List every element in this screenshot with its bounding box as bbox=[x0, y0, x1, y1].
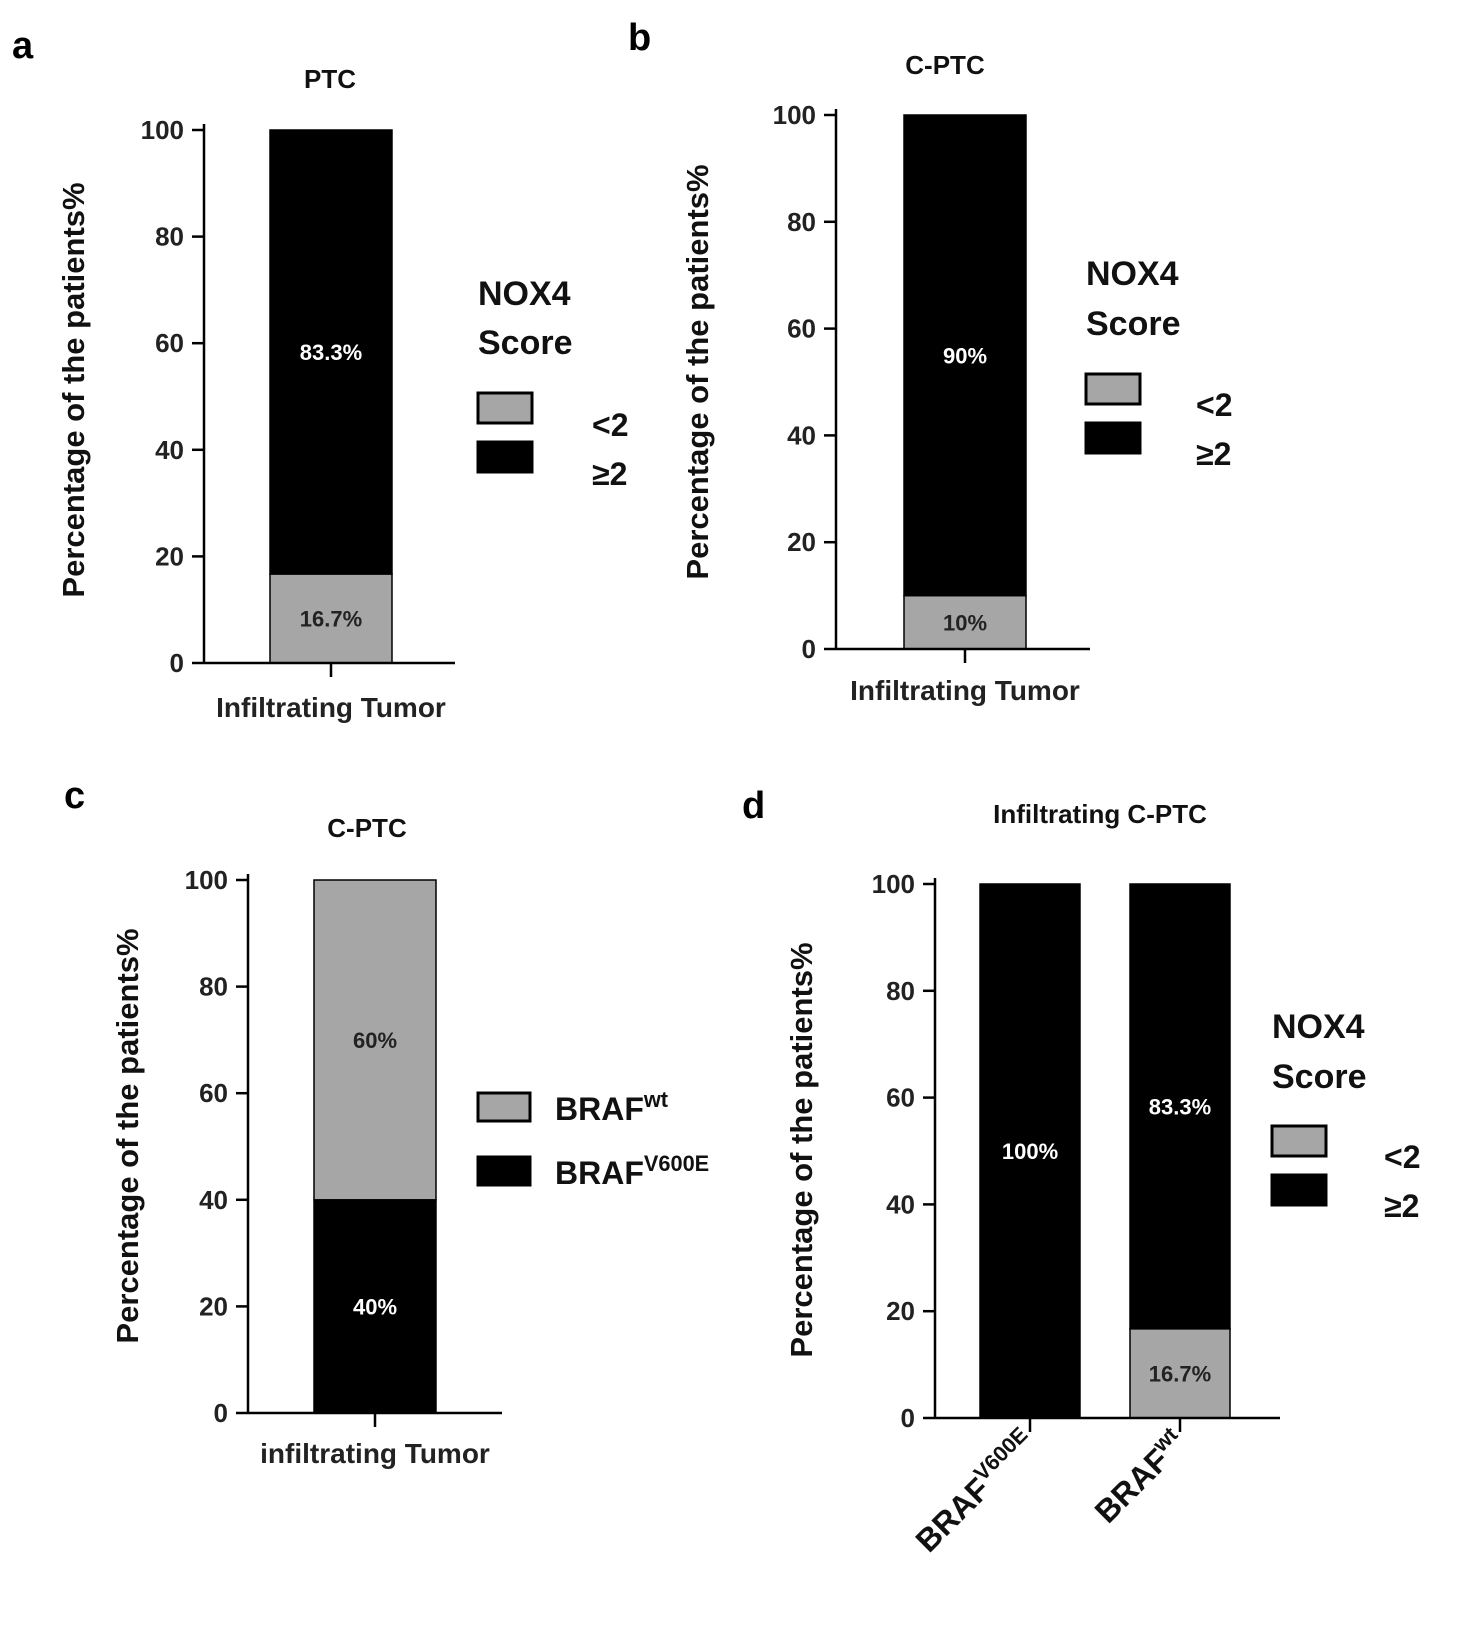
data-label: 60% bbox=[353, 1028, 397, 1053]
y-tick-label: 80 bbox=[787, 207, 816, 237]
category-label: Infiltrating Tumor bbox=[216, 692, 446, 723]
legend-swatch bbox=[1270, 1124, 1328, 1158]
y-tick-label: 60 bbox=[787, 314, 816, 344]
bar-segment bbox=[313, 879, 437, 1201]
data-label: 16.7% bbox=[300, 606, 362, 631]
legend-swatch bbox=[476, 1091, 532, 1123]
data-label: 16.7% bbox=[1149, 1361, 1211, 1386]
category-label: infiltrating Tumor bbox=[260, 1438, 490, 1469]
panel-letter: c bbox=[64, 775, 85, 817]
y-tick-label: 80 bbox=[199, 972, 228, 1002]
legend-title: NOX4 bbox=[1086, 255, 1179, 293]
category-label: BRAFwt bbox=[1085, 1422, 1193, 1530]
chart-title: C-PTC bbox=[327, 813, 407, 843]
y-tick-label: 0 bbox=[901, 1403, 915, 1433]
bar-segment bbox=[269, 573, 393, 664]
y-tick-label: 20 bbox=[155, 541, 184, 571]
y-tick-label: 100 bbox=[872, 869, 915, 899]
legend-label: ≥2 bbox=[1196, 436, 1231, 472]
legend-swatch bbox=[476, 1155, 532, 1187]
y-tick-label: 40 bbox=[199, 1185, 228, 1215]
y-tick-label: 20 bbox=[787, 527, 816, 557]
legend-swatch bbox=[476, 391, 534, 425]
y-axis-label: Percentage of the patients% bbox=[784, 942, 819, 1357]
y-tick-label: 0 bbox=[214, 1398, 228, 1428]
bar-segment bbox=[903, 114, 1027, 597]
legend-swatch bbox=[1084, 372, 1142, 406]
legend-swatch bbox=[1270, 1173, 1328, 1207]
legend-swatch bbox=[1084, 421, 1142, 455]
y-tick-label: 60 bbox=[199, 1078, 228, 1108]
data-label: 90% bbox=[943, 343, 987, 368]
y-axis-label: Percentage of the patients% bbox=[110, 928, 145, 1343]
panel-letter: b bbox=[628, 17, 651, 59]
panel-c: c C-PTC Percentage of the patients% 40% 60% i… bbox=[64, 775, 709, 1469]
y-tick-label: 40 bbox=[787, 420, 816, 450]
legend-title: Score bbox=[478, 324, 573, 362]
y-tick-label: 80 bbox=[155, 222, 184, 252]
panel-b: b C-PTC Percentage of the patients% 10% 90% I… bbox=[628, 17, 1232, 706]
legend-title: Score bbox=[1086, 305, 1181, 343]
panel-a: a PTC Percentage of the patients% 16.7% 83.3… bbox=[12, 25, 628, 723]
legend-label: <2 bbox=[592, 407, 628, 443]
chart-title: Infiltrating C-PTC bbox=[993, 799, 1207, 829]
y-tick-label: 20 bbox=[199, 1291, 228, 1321]
y-tick-label: 60 bbox=[886, 1083, 915, 1113]
y-tick-label: 60 bbox=[155, 328, 184, 358]
legend-label: ≥2 bbox=[592, 456, 627, 492]
legend-label: ≥2 bbox=[1384, 1188, 1419, 1224]
bar-segment bbox=[1129, 883, 1231, 1330]
data-label: 10% bbox=[943, 610, 987, 635]
legend-title: NOX4 bbox=[478, 275, 571, 313]
chart-title: PTC bbox=[304, 64, 356, 94]
bar-segment bbox=[269, 129, 393, 575]
data-label: 83.3% bbox=[300, 340, 362, 365]
y-tick-label: 100 bbox=[773, 100, 816, 130]
y-tick-label: 0 bbox=[170, 648, 184, 678]
legend-label: <2 bbox=[1384, 1139, 1420, 1175]
y-axis-label: Percentage of the patients% bbox=[56, 182, 91, 597]
y-tick-label: 40 bbox=[886, 1189, 915, 1219]
y-tick-label: 100 bbox=[185, 865, 228, 895]
panel-letter: a bbox=[12, 25, 34, 67]
category-label: BRAFV600E bbox=[906, 1422, 1043, 1559]
legend-title: Score bbox=[1272, 1058, 1367, 1096]
y-axis-label: Percentage of the patients% bbox=[680, 164, 715, 579]
panel-d: d Infiltrating C-PTC Percentage of the pat… bbox=[742, 785, 1420, 1559]
chart-title: C-PTC bbox=[905, 50, 985, 80]
data-label: 40% bbox=[353, 1294, 397, 1319]
y-tick-label: 100 bbox=[141, 115, 184, 145]
legend-swatch bbox=[476, 440, 534, 474]
y-tick-label: 20 bbox=[886, 1296, 915, 1326]
legend-title: NOX4 bbox=[1272, 1008, 1365, 1046]
bar-segment bbox=[313, 1199, 437, 1414]
y-tick-label: 0 bbox=[802, 634, 816, 664]
legend-label: <2 bbox=[1196, 387, 1232, 423]
panel-letter: d bbox=[742, 785, 765, 827]
y-tick-label: 80 bbox=[886, 976, 915, 1006]
data-label: 100% bbox=[1002, 1139, 1058, 1164]
y-tick-label: 40 bbox=[155, 435, 184, 465]
bar-segment bbox=[979, 883, 1081, 1419]
bar-segment bbox=[1129, 1328, 1231, 1419]
data-label: 83.3% bbox=[1149, 1094, 1211, 1119]
category-label: Infiltrating Tumor bbox=[850, 675, 1080, 706]
legend-label: BRAFV600E bbox=[555, 1151, 709, 1191]
legend-label: BRAFwt bbox=[555, 1087, 668, 1127]
